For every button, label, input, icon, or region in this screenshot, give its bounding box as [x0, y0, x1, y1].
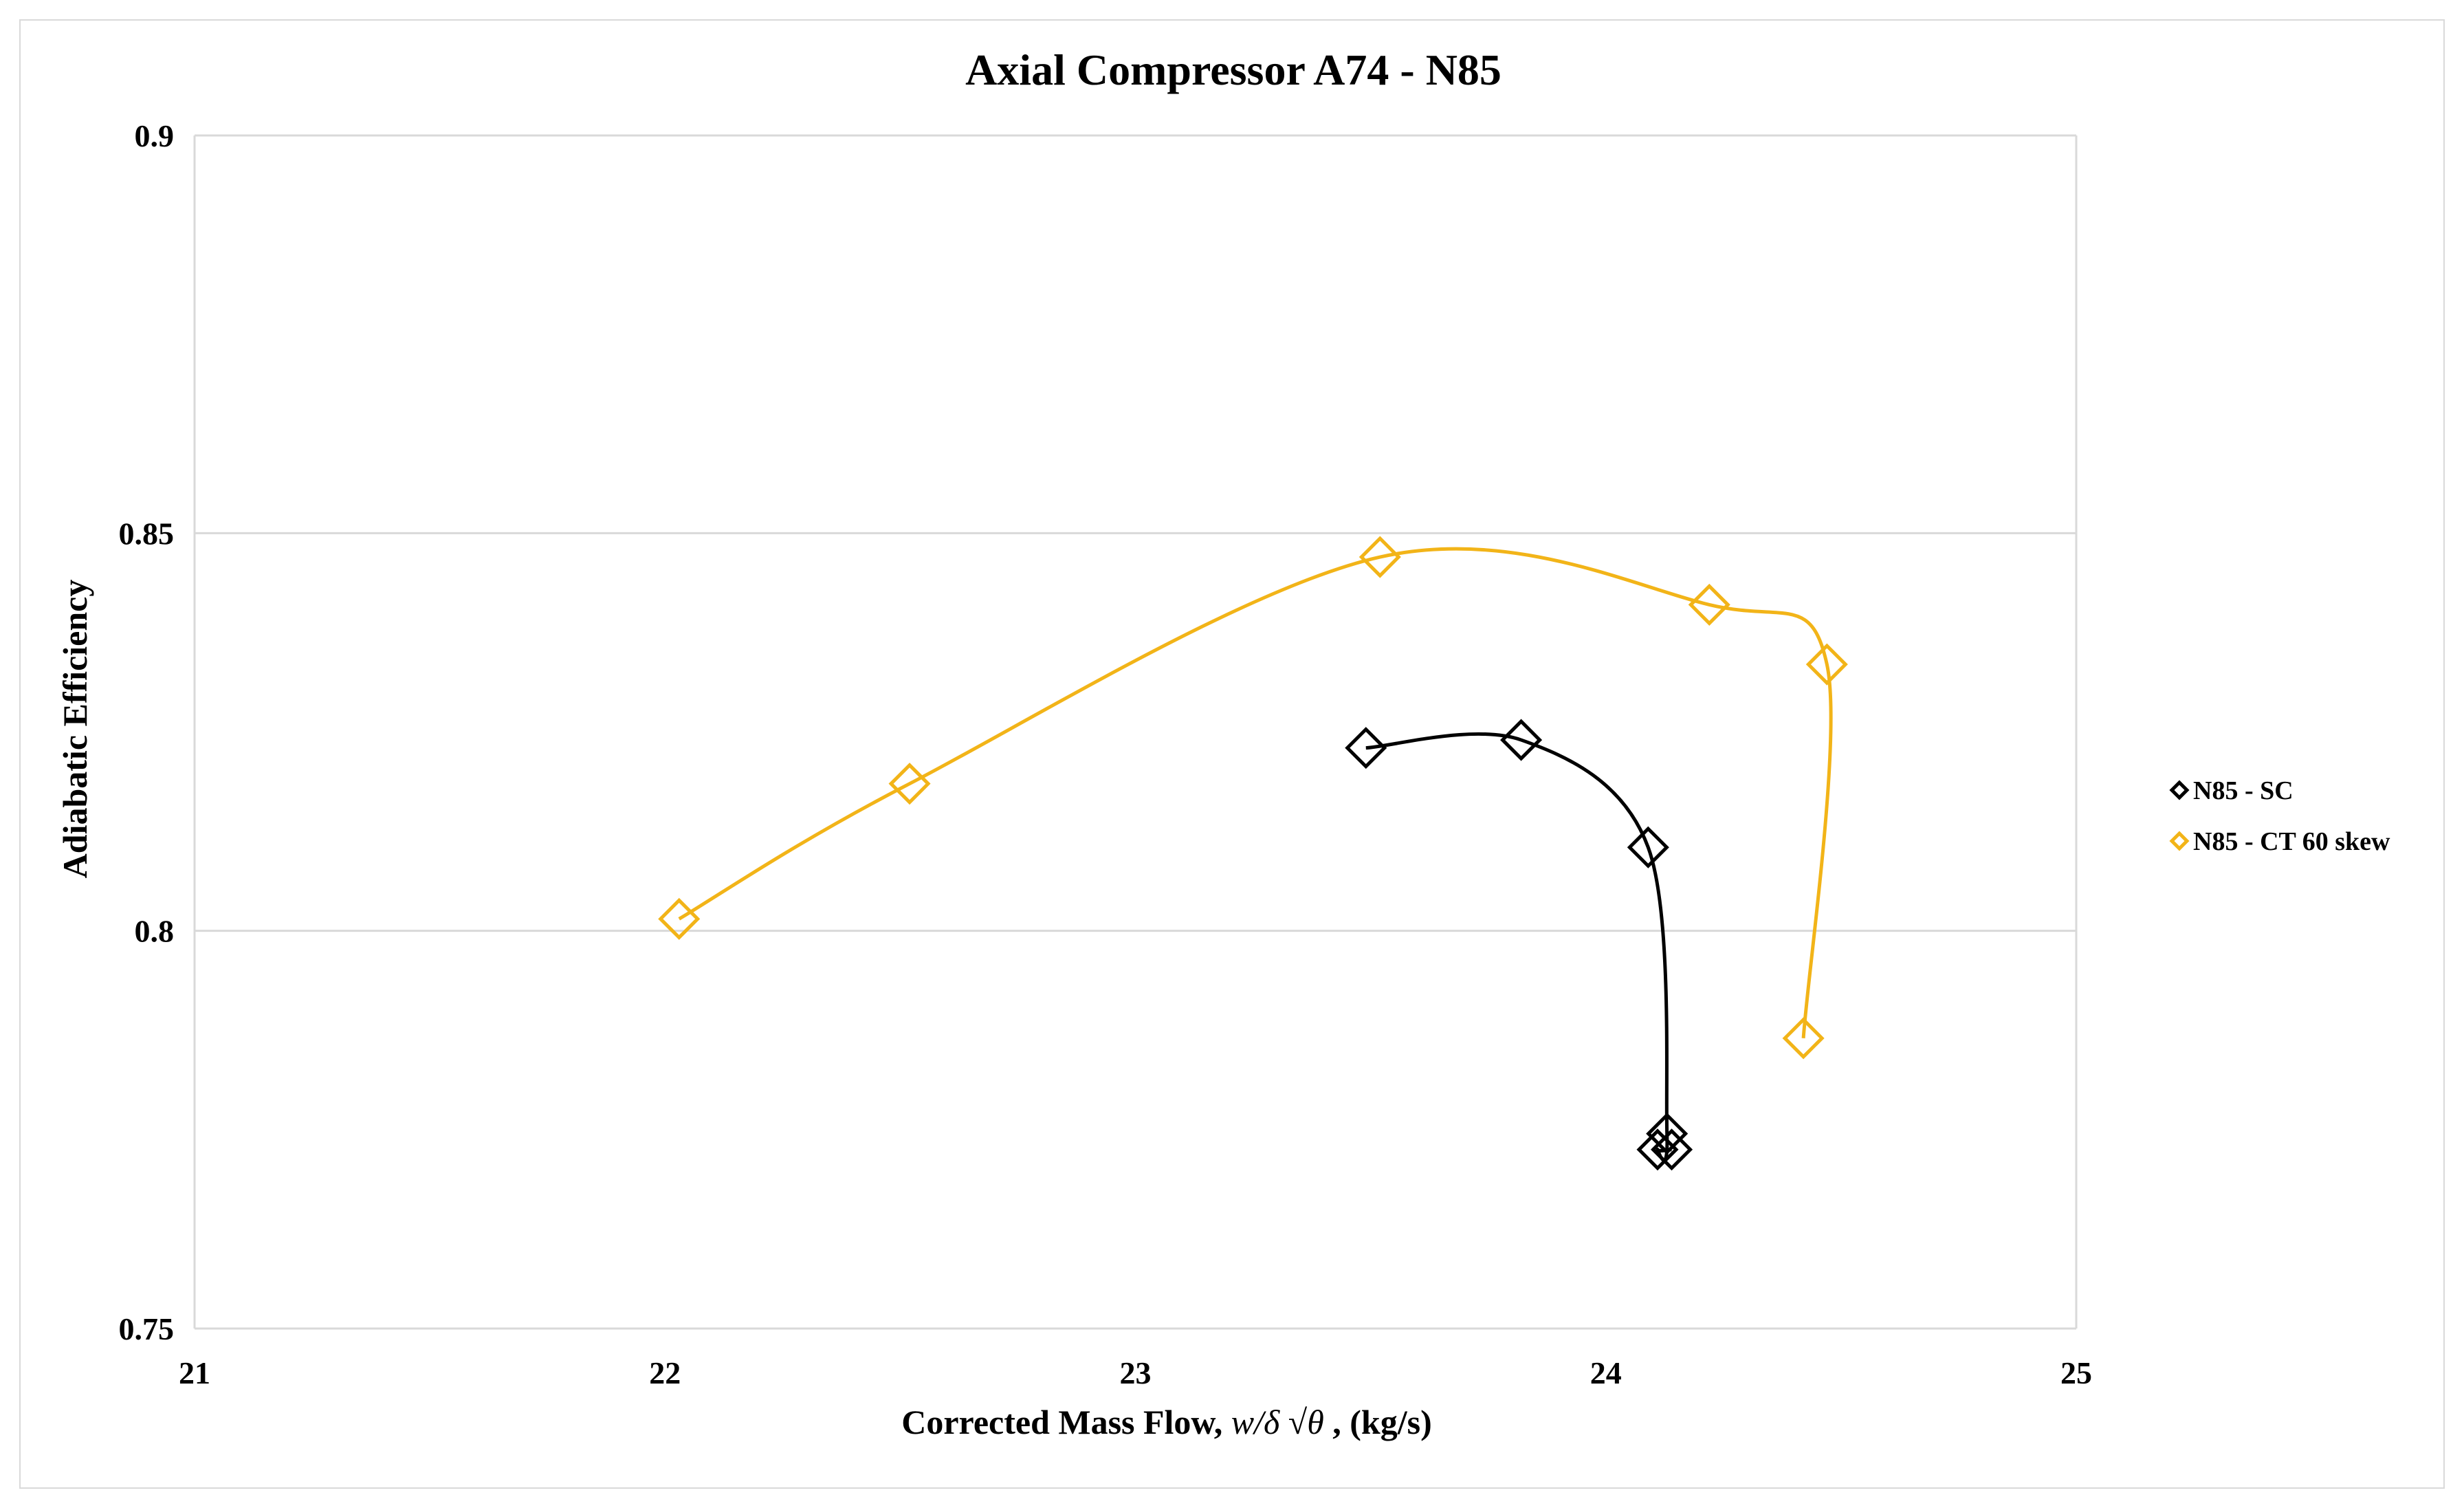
y-tick-label-1: 0.8: [135, 914, 175, 949]
series-line-1: [678, 547, 1833, 1038]
x-tick-label-3: 24: [1590, 1355, 1622, 1390]
marker-s1-p5: [1782, 1017, 1825, 1060]
x-tick-label-2: 23: [1120, 1355, 1152, 1390]
marker-s1-p1: [888, 763, 931, 805]
y-axis-label: Adiabatic Efficiency: [56, 580, 94, 879]
chart-title: Axial Compressor A74 - N85: [965, 45, 1502, 94]
y-tick-label-0: 0.75: [119, 1311, 175, 1346]
x-tick-labels: 21 22 23 24 25: [179, 1355, 2092, 1390]
series-line-0: [1365, 732, 1672, 1162]
chart-frame: Axial Compressor A74 - N85 0.75 0.8 0.85 0.…: [19, 19, 2445, 1489]
legend-label-0: N85 - SC: [2193, 776, 2294, 805]
y-tick-label-2: 0.85: [119, 516, 175, 551]
marker-s1-p3: [1688, 583, 1730, 626]
marker-s0-p0: [1345, 727, 1387, 769]
marker-s1-p2: [1358, 536, 1401, 578]
legend-label-1: N85 - CT 60 skew: [2193, 827, 2390, 856]
legend-marker-0: [2169, 780, 2190, 800]
gridlines: [195, 134, 2076, 932]
chart-canvas: Axial Compressor A74 - N85 0.750.80.850.…: [56, 45, 2390, 1441]
marker-s1-p0: [658, 897, 701, 940]
marker-s0-p2: [1627, 826, 1669, 868]
marker-s0-p5: [1651, 1128, 1693, 1171]
x-tick-label-0: 21: [179, 1355, 210, 1390]
legend-marker-1: [2169, 831, 2190, 851]
x-tick-label-1: 22: [649, 1355, 681, 1390]
x-axis-label: Corrected Mass Flow, w/δ √θ , (kg/s): [901, 1403, 1432, 1441]
x-tick-label-4: 25: [2060, 1355, 2092, 1390]
series-markers: [658, 536, 1848, 1171]
marker-s0-p1: [1500, 719, 1543, 761]
y-tick-label-3: 0.9: [135, 118, 175, 153]
y-tick-labels: 0.75 0.8 0.85 0.9: [119, 118, 175, 1346]
plot-area-border: [193, 134, 2078, 1330]
marker-s0-p3: [1646, 1113, 1688, 1155]
legend: N85 - SC N85 - CT 60 skew: [2169, 776, 2390, 856]
marker-s0-p4: [1636, 1128, 1679, 1171]
marker-s1-p4: [1805, 643, 1848, 686]
